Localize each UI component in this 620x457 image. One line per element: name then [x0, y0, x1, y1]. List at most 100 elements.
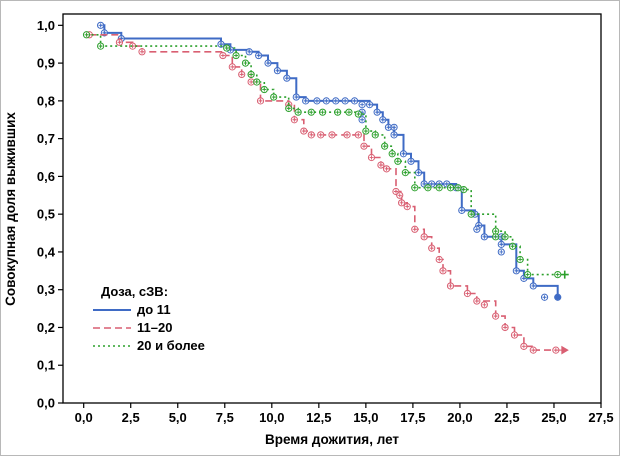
censor-marker-cross [384, 166, 389, 171]
censor-marker-cross [294, 95, 299, 100]
censor-marker-cross [249, 72, 254, 77]
censor-marker-cross [318, 132, 323, 137]
censor-marker-cross [378, 163, 383, 168]
censor-marker-cross [437, 257, 442, 262]
censor-marker-cross [448, 185, 453, 190]
legend-label: 20 и более [137, 338, 205, 353]
censor-marker-cross [296, 110, 301, 115]
censor-marker-cross [390, 151, 395, 156]
censor-marker-cross [422, 234, 427, 239]
censor-marker-cross [403, 170, 408, 175]
censor-marker-cross [503, 325, 508, 330]
censor-marker-cross [525, 272, 530, 277]
censor-marker-cross [493, 229, 498, 234]
censor-marker-cross [247, 49, 252, 54]
legend: Доза, сЗВ: до 11 11–20 20 и более [93, 284, 205, 353]
censor-marker-cross [456, 185, 461, 190]
censor-marker-cross [512, 333, 517, 338]
censor-marker-cross [309, 110, 314, 115]
censor-marker-cross [412, 185, 417, 190]
censor-marker-cross [249, 79, 254, 84]
censor-marker-cross [373, 132, 378, 137]
censor-marker-cross [440, 268, 445, 273]
censor-marker-cross [234, 53, 239, 58]
censor-marker-cross [343, 98, 348, 103]
censor-marker-cross [448, 283, 453, 288]
censor-marker-cross [416, 170, 421, 175]
censor-marker-cross [220, 53, 225, 58]
censor-marker-cross [392, 132, 397, 137]
censor-marker-cross [266, 61, 271, 66]
censor-marker-cross [284, 76, 289, 81]
y-tick-label: 0,5 [37, 207, 55, 222]
censor-marker-cross [521, 344, 526, 349]
y-tick-label: 0,6 [37, 169, 55, 184]
censor-marker-cross [395, 159, 400, 164]
censor-marker-cross [518, 257, 523, 262]
censor-marker-cross [324, 98, 329, 103]
x-tick-label: 17,5 [400, 410, 425, 425]
legend-label: 11–20 [137, 320, 172, 335]
y-tick-label: 1,0 [37, 18, 55, 33]
censor-marker-cross [531, 348, 536, 353]
censor-marker-cross [239, 72, 244, 77]
x-tick-label: 22,5 [494, 410, 519, 425]
censor-marker-cross [309, 132, 314, 137]
censor-marker-cross [510, 244, 515, 249]
censor-marker-cross [333, 98, 338, 103]
censor-marker-cross [346, 110, 351, 115]
censor-marker-cross [117, 40, 122, 45]
censor-marker-cross [356, 132, 361, 137]
legend-label: до 11 [137, 302, 171, 317]
censor-marker-cross [292, 117, 297, 122]
y-tick-label: 0,3 [37, 282, 55, 297]
x-tick-label: 5,0 [169, 410, 187, 425]
censor-marker-cross [360, 102, 365, 107]
censor-marker-cross [352, 98, 357, 103]
series-line-1 [89, 34, 556, 351]
censor-marker-cross [425, 185, 430, 190]
censor-marker-cross [286, 106, 291, 111]
x-tick-label: 7,5 [216, 410, 234, 425]
y-axis-title: Совокупная доля выживших [3, 112, 18, 306]
censor-marker-cross [531, 283, 536, 288]
censor-marker-cross [392, 125, 397, 130]
censor-marker-cross [254, 79, 259, 84]
censor-marker-cross [437, 185, 442, 190]
censor-marker-cross [482, 302, 487, 307]
censor-marker-cross [320, 110, 325, 115]
censor-marker-cross [256, 53, 261, 58]
censor-marker-cross [271, 95, 276, 100]
censor-marker-cross [140, 49, 145, 54]
censor-marker-cross [303, 98, 308, 103]
censor-marker-cross [482, 234, 487, 239]
censor-marker-cross [382, 144, 387, 149]
censor-marker-cross [412, 227, 417, 232]
series-end-plus [560, 270, 569, 279]
y-tick-label: 0,7 [37, 131, 55, 146]
censor-marker-cross [98, 23, 103, 28]
censor-marker-cross [459, 208, 464, 213]
censor-marker-cross [465, 291, 470, 296]
censor-marker-cross [314, 98, 319, 103]
censor-marker-cross [444, 181, 449, 186]
censor-marker-cross [367, 102, 372, 107]
x-tick-label: 2,5 [122, 410, 140, 425]
censor-marker-cross [224, 45, 229, 50]
censor-marker-cross [499, 249, 504, 254]
y-tick-label: 0,4 [37, 244, 56, 259]
censor-marker-cross [493, 314, 498, 319]
censor-marker-cross [474, 299, 479, 304]
censor-marker-cross [243, 61, 248, 66]
censor-marker-cross [397, 193, 402, 198]
censor-marker-cross [275, 68, 280, 73]
x-tick-label: 25,0 [541, 410, 566, 425]
censor-marker-cross [356, 112, 361, 117]
censor-marker-cross [330, 132, 334, 137]
censor-marker-cross [422, 181, 427, 186]
censor-marker-cross [84, 32, 89, 37]
censor-marker-cross [230, 64, 235, 69]
censor-marker-cross [555, 272, 560, 277]
